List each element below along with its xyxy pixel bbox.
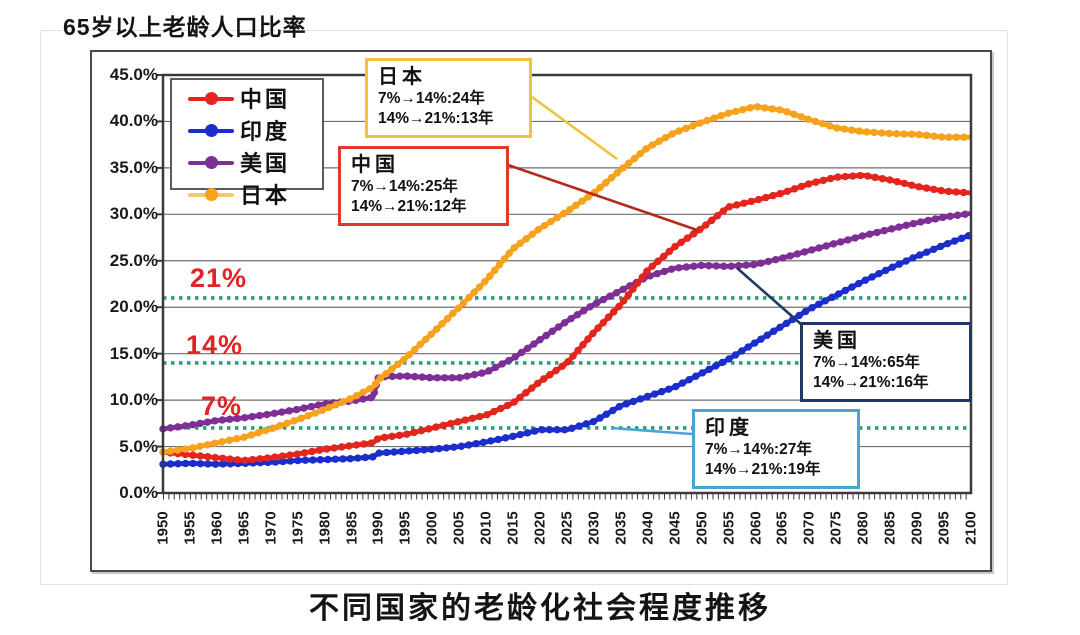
x-tick-label-1965: 1965 (235, 511, 253, 545)
annotation-usa-line1: 7%→14%:65年 (813, 354, 920, 371)
legend-label-usa: 美国 (240, 151, 291, 176)
y-tick-label-15.0%: 15.0% (109, 343, 158, 363)
legend: 中国 印度 美国 日本 (170, 78, 324, 208)
x-tick-label-2015: 2015 (504, 511, 522, 545)
leader-japan (531, 95, 618, 161)
annotation-china-line2: 14%→21%:12年 (351, 198, 467, 215)
x-tick-label-2035: 2035 (612, 511, 630, 545)
annotation-india-line2: 14%→21%:19年 (705, 461, 821, 478)
legend-marker-india-icon (188, 123, 234, 137)
legend-item-usa: 美国 (172, 146, 322, 178)
annotation-usa-line2: 14%→21%:16年 (813, 374, 929, 391)
annotation-china: 中国 7%→14%:25年 14%→21%:12年 (338, 146, 509, 226)
x-tick-label-1980: 1980 (316, 511, 334, 545)
annotation-india: 印度 7%→14%:27年 14%→21%:19年 (692, 409, 860, 489)
x-tick-label-1985: 1985 (343, 511, 361, 545)
picture-border (40, 30, 1008, 585)
threshold-label-21: 21% (190, 263, 248, 293)
annotation-japan-line1: 7%→14%:24年 (378, 90, 485, 107)
plot-border (161, 73, 973, 495)
series-china-beads (159, 171, 975, 465)
legend-item-japan: 日本 (172, 178, 322, 210)
legend-label-japan: 日本 (240, 183, 291, 208)
x-tick-label-2040: 2040 (639, 511, 657, 545)
x-tick-label-1950: 1950 (154, 511, 172, 545)
y-tick-label-10.0%: 10.0% (109, 390, 158, 410)
x-tick-label-2075: 2075 (827, 511, 845, 545)
y-tick-label-25.0%: 25.0% (109, 250, 158, 270)
x-tick-label-2050: 2050 (693, 511, 711, 545)
threshold-label-7: 7% (201, 391, 243, 421)
leader-india (610, 426, 693, 436)
y-tick-label-30.0%: 30.0% (109, 204, 158, 224)
x-tick-label-2070: 2070 (800, 511, 818, 545)
annotation-india-line1: 7%→14%:27年 (705, 441, 812, 458)
x-tick-label-2065: 2065 (773, 511, 791, 545)
legend-label-china: 中国 (240, 87, 291, 112)
annotation-usa-title: 美国 (813, 330, 861, 352)
legend-marker-usa-icon (188, 155, 234, 169)
x-tick-label-1990: 1990 (369, 511, 387, 545)
x-tick-label-1975: 1975 (289, 511, 307, 545)
x-tick-label-2090: 2090 (908, 511, 926, 545)
x-tick-label-1970: 1970 (262, 511, 280, 545)
leader-usa (736, 267, 803, 326)
legend-item-china: 中国 (172, 82, 322, 114)
x-tick-label-2000: 2000 (423, 511, 441, 545)
legend-marker-china-icon (188, 91, 234, 105)
x-tick-label-2030: 2030 (585, 511, 603, 545)
threshold-label-14: 14% (186, 330, 244, 360)
chart-title: 65岁以上老龄人口比率 (63, 14, 307, 40)
annotation-japan-title: 日本 (378, 66, 426, 88)
legend-item-india: 印度 (172, 114, 322, 146)
annotation-usa: 美国 7%→14%:65年 14%→21%:16年 (800, 322, 972, 402)
x-tick-label-2010: 2010 (477, 511, 495, 545)
x-tick-label-1995: 1995 (396, 511, 414, 545)
x-tick-label-2025: 2025 (558, 511, 576, 545)
legend-label-india: 印度 (240, 119, 291, 144)
figure-caption: 不同国家的老龄化社会程度推移 (309, 592, 771, 625)
annotation-china-title: 中国 (351, 154, 399, 176)
x-tick-label-2020: 2020 (531, 511, 549, 545)
x-tick-label-2055: 2055 (720, 511, 738, 545)
annotation-india-title: 印度 (705, 417, 753, 439)
y-tick-label-5.0%: 5.0% (119, 436, 158, 456)
y-tick-label-20.0%: 20.0% (109, 297, 158, 317)
x-tick-label-2045: 2045 (666, 511, 684, 545)
legend-marker-japan-icon (188, 187, 234, 201)
x-tick-label-1955: 1955 (181, 511, 199, 545)
annotation-japan-line2: 14%→21%:13年 (378, 110, 494, 127)
series-japan-beads (159, 102, 975, 456)
x-tick-label-2060: 2060 (747, 511, 765, 545)
y-tick-label-40.0%: 40.0% (109, 111, 158, 131)
x-tick-label-2095: 2095 (935, 511, 953, 545)
y-tick-label-35.0%: 35.0% (109, 157, 158, 177)
x-tick-label-2080: 2080 (854, 511, 872, 545)
y-tick-label-0.0%: 0.0% (119, 483, 158, 502)
annotation-japan: 日本 7%→14%:24年 14%→21%:13年 (365, 58, 532, 138)
annotation-china-line1: 7%→14%:25年 (351, 178, 458, 195)
x-tick-label-1960: 1960 (208, 511, 226, 545)
leader-china (507, 163, 698, 232)
x-tick-label-2085: 2085 (881, 511, 899, 545)
series-usa-beads (159, 209, 975, 433)
x-tick-label-2100: 2100 (962, 511, 980, 545)
series-india-beads (159, 231, 975, 468)
x-tick-label-2005: 2005 (450, 511, 468, 545)
y-tick-label-45.0%: 45.0% (109, 65, 158, 84)
